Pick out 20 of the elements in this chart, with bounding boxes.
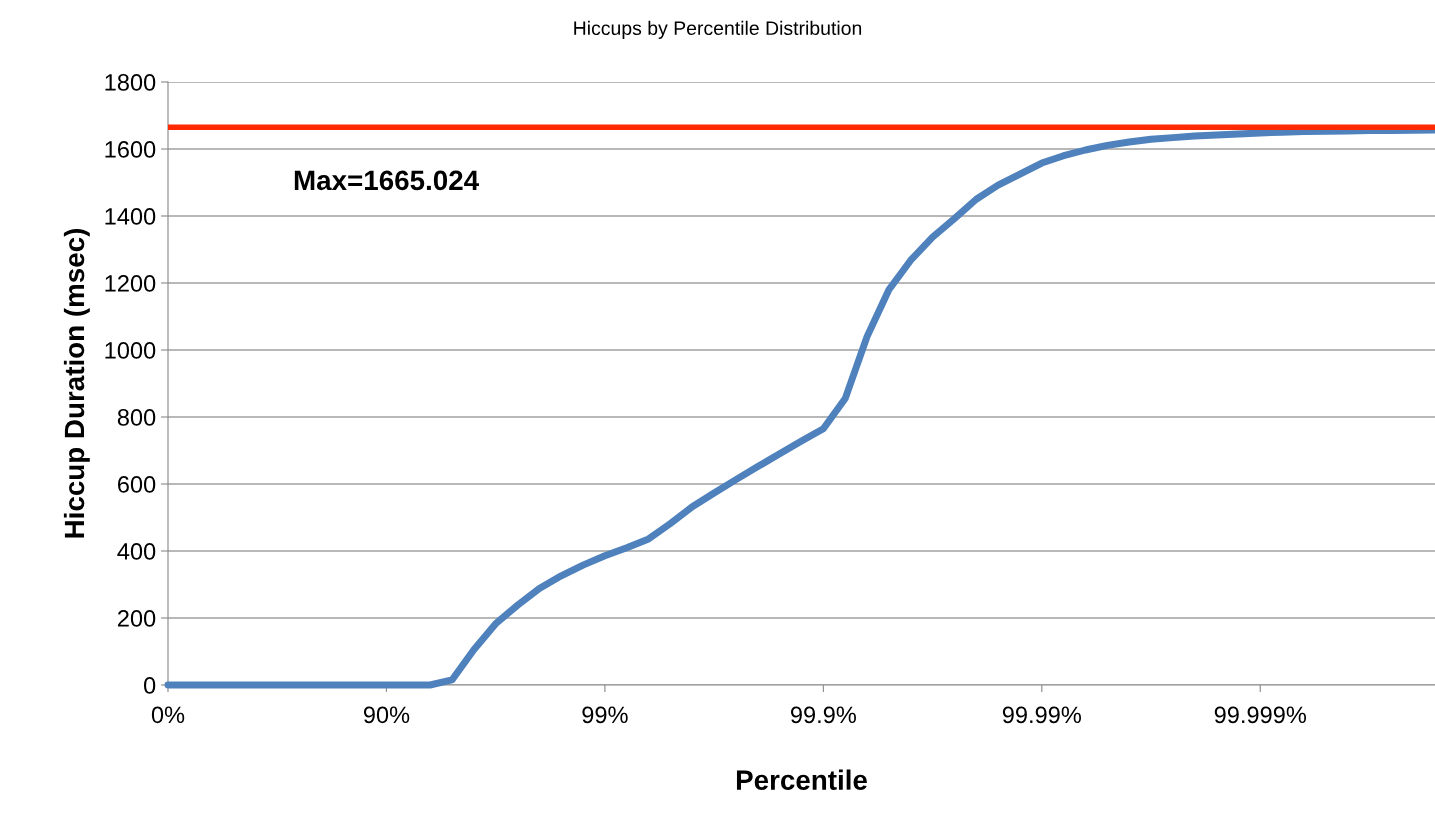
y-axis-title: Hiccup Duration (msec) bbox=[63, 228, 90, 538]
ref-line-label: Max=1665.024 bbox=[294, 170, 479, 191]
x-axis-title: Percentile bbox=[736, 769, 867, 790]
y-tick-label: 1200 bbox=[105, 275, 156, 292]
x-tick-label: 99.99% bbox=[1002, 706, 1081, 724]
y-tick-label: 1800 bbox=[105, 74, 156, 91]
x-tick-label: 99.9% bbox=[790, 706, 856, 724]
y-tick-label: 400 bbox=[117, 543, 156, 560]
chart-title: Hiccups by Percentile Distribution bbox=[574, 20, 862, 39]
y-tick-label: 800 bbox=[117, 409, 156, 426]
y-tick-label: 1400 bbox=[105, 208, 156, 225]
y-tick-label: 0 bbox=[143, 677, 156, 694]
y-tick-label: 600 bbox=[118, 476, 156, 493]
x-tick-label: 99.999% bbox=[1214, 706, 1307, 724]
y-tick-label: 1000 bbox=[105, 342, 156, 359]
y-tick-label: 1600 bbox=[105, 141, 156, 158]
x-tick-label: 90% bbox=[363, 706, 410, 724]
x-tick-label: 0% bbox=[151, 706, 185, 724]
y-tick-label: 200 bbox=[117, 610, 156, 627]
x-tick-label: 99% bbox=[582, 706, 628, 724]
